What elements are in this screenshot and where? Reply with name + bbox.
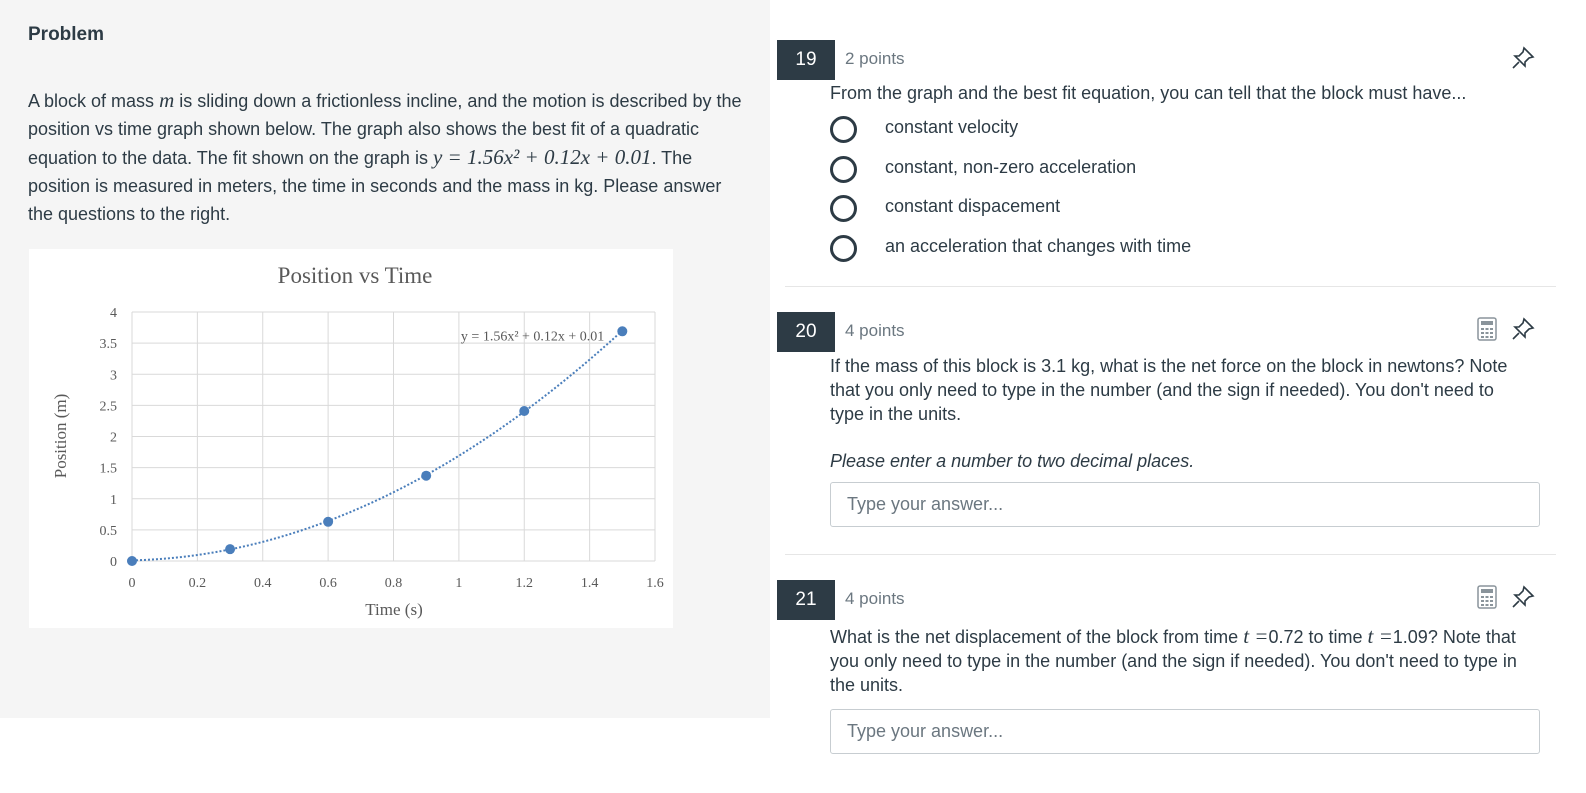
- question-points: 4 points: [845, 321, 905, 340]
- y-axis-label: Position (m): [51, 394, 70, 479]
- radio[interactable]: [830, 195, 857, 222]
- x-tick-label: 0.8: [385, 576, 403, 591]
- y-tick-label: 3.5: [100, 337, 118, 352]
- pin-button[interactable]: [1510, 584, 1536, 610]
- x-tick-label: 1: [455, 576, 462, 591]
- text: A block of mass: [28, 91, 160, 111]
- answer-input[interactable]: Type your answer...: [830, 709, 1540, 754]
- option-label: constant, non-zero acceleration: [885, 157, 1137, 177]
- question-points: 2 points: [845, 49, 905, 68]
- y-tick-label: 4: [110, 306, 117, 321]
- y-tick-label: 2: [110, 431, 117, 446]
- problem-panel: Problem A block of mass m is sliding dow…: [0, 0, 770, 718]
- data-point: [323, 516, 334, 527]
- x-axis-label: Time (s): [365, 600, 422, 619]
- calculator-button[interactable]: [1474, 316, 1500, 342]
- separator: [785, 554, 1556, 555]
- text: What is the net displacement of the bloc…: [830, 627, 1244, 647]
- option-label: constant dispacement: [885, 196, 1061, 216]
- option-label: constant velocity: [885, 117, 1019, 137]
- question-number: 19: [777, 40, 835, 80]
- x-tick-label: 0.4: [254, 576, 272, 591]
- option-label: an acceleration that changes with time: [885, 236, 1192, 256]
- text: is sliding down a frictionless incline, …: [28, 91, 742, 168]
- x-tick-label: 0: [129, 576, 136, 591]
- y-tick-label: 0.5: [100, 524, 118, 539]
- math: t =: [1243, 624, 1269, 648]
- y-tick-label: 0: [110, 555, 117, 570]
- pin-button[interactable]: [1510, 45, 1536, 71]
- y-tick-label: 2.5: [100, 399, 118, 414]
- calculator-button[interactable]: [1474, 584, 1500, 610]
- problem-text: A block of mass m is sliding down a fric…: [28, 86, 748, 228]
- radio[interactable]: [830, 116, 857, 143]
- x-tick-label: 1.2: [516, 576, 534, 591]
- answer-input[interactable]: Type your answer...: [830, 482, 1540, 527]
- x-tick-label: 0.6: [319, 576, 337, 591]
- question-note: Please enter a number to two decimal pla…: [830, 451, 1195, 471]
- chart-title: Position vs Time: [278, 263, 433, 288]
- question-prompt: From the graph and the best fit equation…: [830, 81, 1530, 105]
- chart-box: Position vs Time Time (s) Position (m) 0…: [29, 249, 673, 628]
- x-tick-label: 0.2: [189, 576, 207, 591]
- math: y = 1.56x² + 0.12x + 0.01: [432, 145, 652, 169]
- separator: [785, 286, 1556, 287]
- y-tick-label: 1.5: [100, 462, 118, 477]
- data-point: [127, 556, 137, 566]
- problem-title: Problem: [28, 24, 105, 45]
- data-point: [519, 405, 530, 416]
- text: If the mass of this block is 3.1 kg, wha…: [830, 356, 1508, 424]
- radio[interactable]: [830, 156, 857, 183]
- question-number: 20: [777, 312, 835, 352]
- question-prompt: If the mass of this block is 3.1 kg, wha…: [830, 354, 1530, 426]
- trendline-label: y = 1.56x² + 0.12x + 0.01: [461, 330, 604, 345]
- data-point: [225, 544, 236, 555]
- question-prompt: What is the net displacement of the bloc…: [830, 624, 1530, 697]
- data-point: [617, 326, 628, 337]
- text: From the graph and the best fit equation…: [830, 83, 1467, 103]
- x-tick-label: 1.6: [646, 576, 664, 591]
- x-tick-label: 1.4: [581, 576, 599, 591]
- math: m: [159, 88, 175, 112]
- data-point: [421, 470, 432, 481]
- radio[interactable]: [830, 235, 857, 262]
- math: t =: [1367, 624, 1393, 648]
- text: 0.72 to time: [1268, 627, 1368, 647]
- y-tick-label: 3: [110, 368, 117, 383]
- question-points: 4 points: [845, 589, 905, 608]
- chart: Position vs Time Time (s) Position (m) 0…: [51, 263, 664, 619]
- question-number: 21: [777, 580, 835, 620]
- pin-button[interactable]: [1510, 316, 1536, 342]
- trendline: [131, 329, 623, 562]
- y-tick-label: 1: [110, 493, 117, 508]
- text: 1.09? Note that you only need to type in…: [830, 627, 1517, 695]
- text: . The position is measured in meters, th…: [28, 148, 722, 224]
